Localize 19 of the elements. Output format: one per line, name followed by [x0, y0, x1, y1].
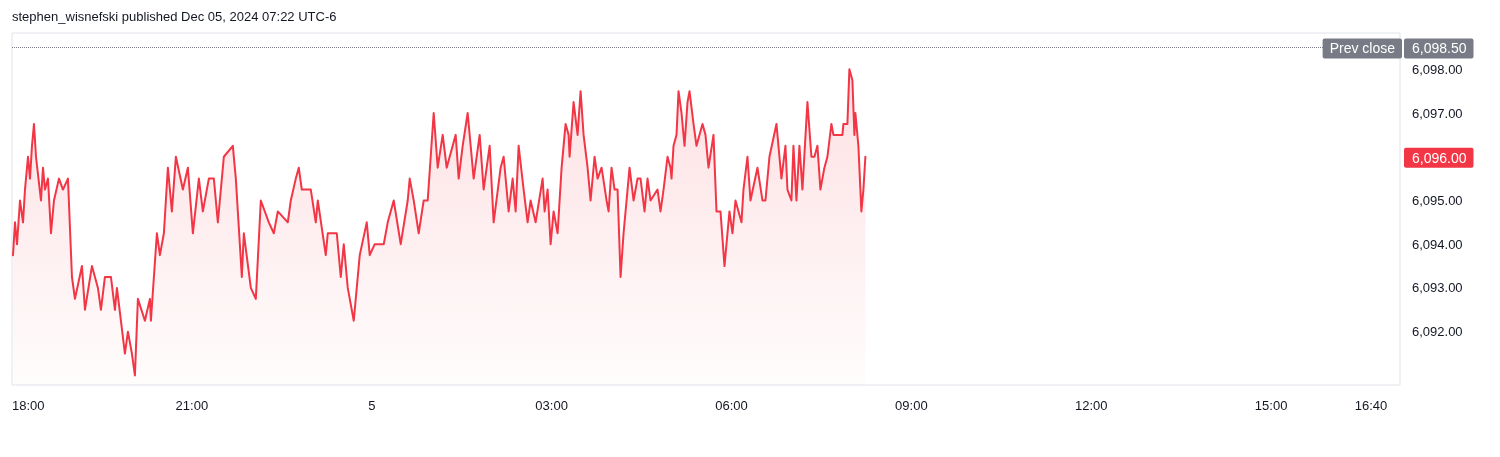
x-tick-label: 09:00	[895, 398, 928, 413]
y-tick-label: 6,092.00	[1412, 324, 1463, 340]
x-tick-label: 06:00	[715, 398, 748, 413]
chart-title: stephen_wisnefski published Dec 05, 2024 07:22 UTC-6	[12, 9, 337, 24]
x-tick-label: 18:00	[12, 398, 45, 413]
x-tick-label: 16:40	[1354, 398, 1388, 413]
y-tick-label: 6,093.00	[1412, 280, 1463, 296]
ref-line-label: Prev close	[1329, 40, 1396, 57]
x-tick-label: 5	[368, 398, 376, 413]
x-tick-label: 12:00	[1074, 398, 1108, 413]
x-tick-label: 21:00	[175, 398, 209, 413]
y-tick-label: 6,095.00	[1412, 192, 1463, 208]
text: 6,098.50	[1412, 40, 1467, 57]
y-tick-label: 6,098.00	[1412, 61, 1463, 77]
y-tick-label: 6,097.00	[1412, 105, 1463, 121]
x-tick-label: 15:00	[1254, 398, 1288, 413]
text: 6,096.00	[1412, 149, 1467, 166]
y-tick-label: 6,094.00	[1412, 236, 1463, 252]
x-tick-label: 03:00	[535, 398, 568, 413]
